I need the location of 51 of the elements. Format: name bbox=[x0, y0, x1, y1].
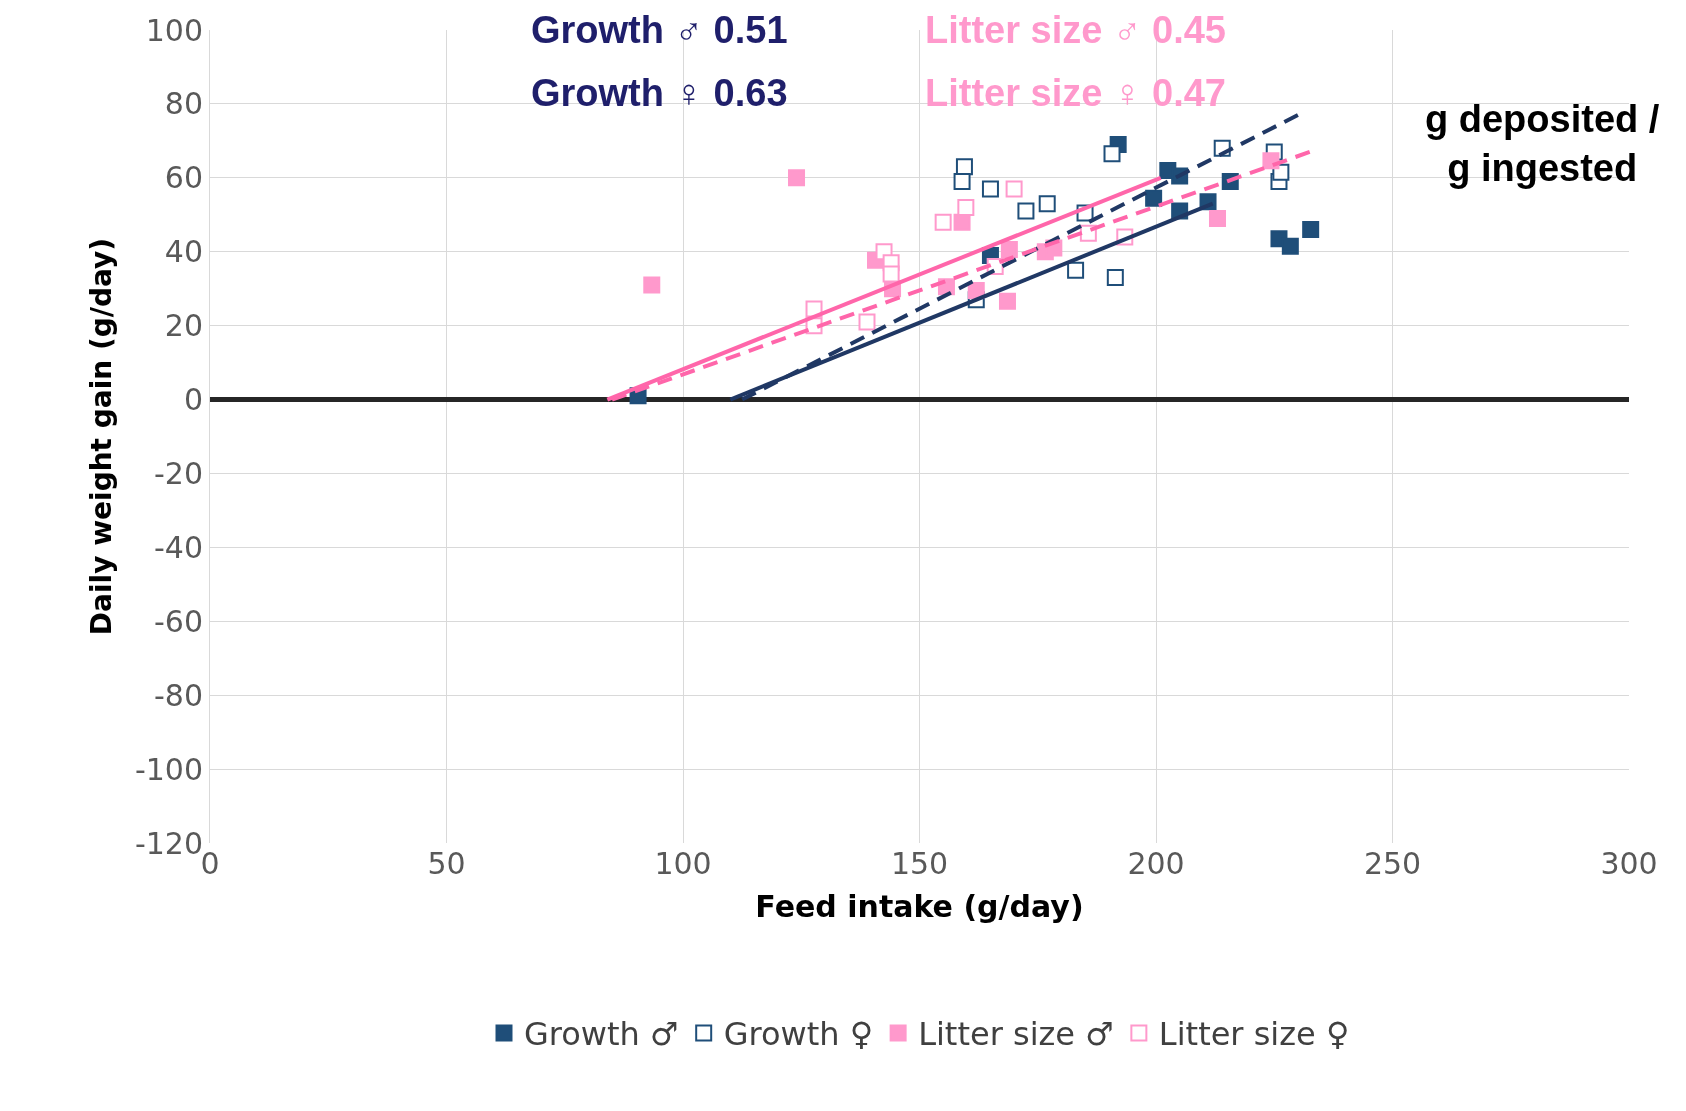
y-tick-label: -100 bbox=[134, 751, 203, 787]
x-tick-label: 150 bbox=[890, 846, 949, 881]
y-tick-label: -20 bbox=[154, 455, 203, 491]
point bbox=[858, 313, 876, 331]
point bbox=[1145, 189, 1163, 207]
point bbox=[882, 265, 900, 283]
point bbox=[788, 169, 806, 187]
annotation: Litter size ♀ 0.47 bbox=[925, 72, 1226, 114]
point bbox=[981, 180, 999, 198]
y-tick-label: 20 bbox=[164, 308, 203, 344]
legend-label: Litter size ♀ bbox=[1158, 1015, 1350, 1054]
y-tick-label: -80 bbox=[154, 677, 203, 713]
point bbox=[955, 158, 973, 176]
x-tick-label: 250 bbox=[1363, 846, 1422, 881]
y-tick-label: 100 bbox=[145, 12, 203, 48]
annotation: g deposited / g ingested bbox=[1425, 98, 1660, 190]
x-tick-label: 200 bbox=[1127, 846, 1185, 881]
point bbox=[957, 198, 975, 216]
point bbox=[1281, 237, 1299, 255]
y-tick-label: -120 bbox=[134, 825, 203, 861]
y-axis-title: Daily weight gain (g/day) bbox=[84, 237, 118, 636]
x-tick-label: 300 bbox=[1600, 846, 1658, 881]
point bbox=[643, 276, 661, 294]
point bbox=[1208, 209, 1226, 227]
point bbox=[998, 292, 1016, 310]
x-tick-label: 50 bbox=[427, 846, 466, 881]
point bbox=[1067, 261, 1085, 279]
y-tick-label: 40 bbox=[164, 234, 203, 270]
legend-label: Growth ♂ bbox=[524, 1015, 679, 1054]
y-tick-label: -40 bbox=[154, 529, 203, 565]
y-tick-label: 80 bbox=[164, 86, 203, 122]
annotation: Growth ♀ 0.63 bbox=[531, 72, 788, 114]
point bbox=[1000, 241, 1018, 259]
point bbox=[1106, 269, 1124, 287]
legend-label: Litter size ♂ bbox=[918, 1015, 1114, 1054]
point bbox=[953, 173, 971, 191]
point bbox=[934, 213, 952, 231]
point bbox=[1103, 145, 1121, 163]
point bbox=[1005, 180, 1023, 198]
x-axis-title: Feed intake (g/day) bbox=[755, 888, 1084, 924]
point bbox=[1017, 202, 1035, 220]
x-tick-label: 100 bbox=[654, 846, 712, 881]
y-tick-label: 60 bbox=[164, 160, 203, 196]
point bbox=[953, 213, 971, 231]
annotation: Growth ♂ 0.51 bbox=[531, 9, 788, 51]
point bbox=[1302, 221, 1320, 239]
point bbox=[1038, 195, 1056, 213]
annotation: Litter size ♂ 0.45 bbox=[925, 9, 1226, 51]
y-tick-label: 0 bbox=[183, 382, 203, 418]
legend-label: Growth ♀ bbox=[723, 1015, 874, 1054]
y-tick-label: -60 bbox=[154, 603, 203, 639]
